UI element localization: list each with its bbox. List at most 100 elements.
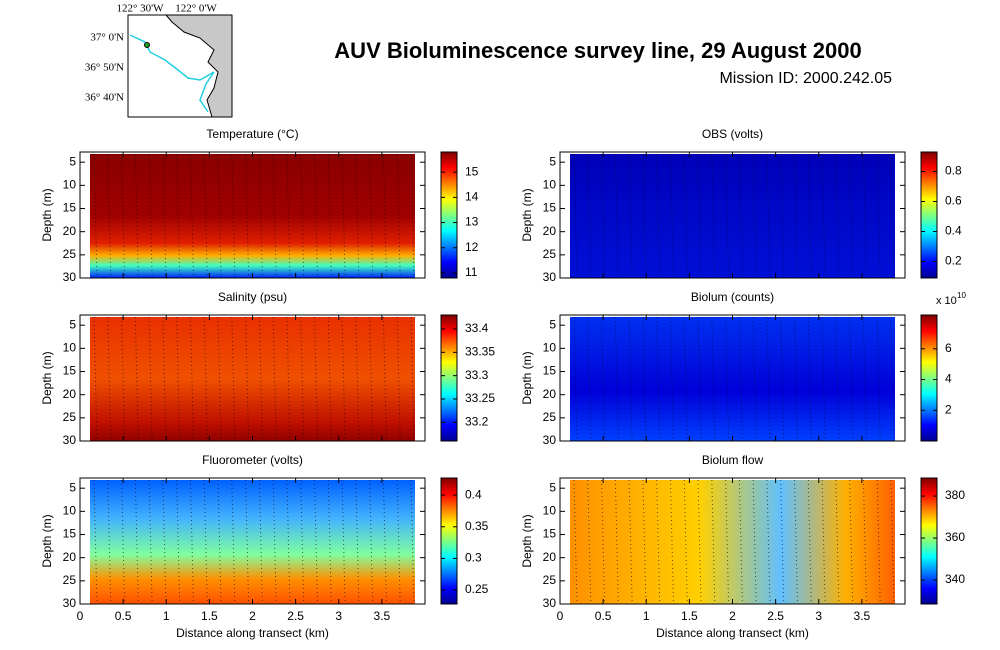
x-tick-label: 3.5 bbox=[374, 609, 391, 623]
x-tick-label: 3 bbox=[815, 609, 822, 623]
sample-track bbox=[683, 316, 688, 442]
panel: Temperature (°C) Depth (m) 5 10 15 20 25 30 11 12… bbox=[40, 127, 479, 284]
panel: Biolum (counts) Depth (m) 5 10 15 20 25 30 2 4 6 x … bbox=[520, 290, 966, 447]
panel-title: OBS (volts) bbox=[702, 127, 763, 141]
sample-track bbox=[711, 316, 716, 442]
sample-track bbox=[369, 153, 374, 279]
sample-track bbox=[341, 479, 346, 605]
y-tick-label: 15 bbox=[63, 527, 77, 541]
sample-track bbox=[314, 316, 319, 442]
heatmap-field bbox=[90, 480, 415, 604]
y-tick-label: 30 bbox=[63, 270, 77, 284]
sample-track bbox=[245, 153, 250, 279]
sample-track bbox=[642, 316, 647, 442]
sample-track bbox=[121, 316, 126, 442]
sample-track bbox=[601, 153, 606, 279]
map-y-tick-label: 36° 50'N bbox=[85, 62, 124, 74]
sample-track bbox=[766, 316, 771, 442]
panel-title: Fluorometer (volts) bbox=[202, 453, 303, 467]
sample-track bbox=[821, 153, 826, 279]
colorbar-tick-label: 0.3 bbox=[465, 551, 482, 565]
sample-track bbox=[876, 153, 881, 279]
x-tick-label: 1.5 bbox=[681, 609, 698, 623]
sample-track bbox=[369, 316, 374, 442]
colorbar bbox=[440, 477, 458, 605]
y-tick-label: 25 bbox=[63, 573, 77, 587]
figure-subtitle: Mission ID: 2000.242.05 bbox=[719, 70, 892, 87]
sample-track bbox=[300, 316, 305, 442]
sample-track bbox=[300, 479, 305, 605]
panel: OBS (volts) Depth (m) 5 10 15 20 25 30 0.2 0.4 0.6… bbox=[520, 127, 962, 284]
sample-track bbox=[835, 316, 840, 442]
sample-track bbox=[121, 153, 126, 279]
sample-track bbox=[656, 153, 661, 279]
sample-track bbox=[876, 479, 881, 605]
colorbar-tick-label: 0.35 bbox=[465, 519, 489, 533]
sample-track bbox=[573, 479, 578, 605]
sample-track bbox=[314, 479, 319, 605]
y-tick-label: 25 bbox=[63, 247, 77, 261]
sample-track bbox=[93, 316, 98, 442]
sample-track bbox=[258, 479, 263, 605]
colorbar-tick-label: 15 bbox=[465, 164, 479, 178]
sample-track bbox=[614, 153, 619, 279]
colorbar bbox=[440, 151, 458, 279]
sample-track bbox=[862, 316, 867, 442]
sample-track bbox=[231, 479, 236, 605]
sample-track bbox=[327, 479, 332, 605]
heatmap-field bbox=[570, 154, 895, 278]
x-tick-label: 1 bbox=[643, 609, 650, 623]
x-tick-label: 2.5 bbox=[287, 609, 304, 623]
sample-track bbox=[107, 316, 112, 442]
y-tick-label: 10 bbox=[543, 504, 557, 518]
panel: Salinity (psu) Depth (m) 5 10 15 20 25 30 33.2 33… bbox=[40, 290, 495, 447]
sample-track bbox=[614, 316, 619, 442]
sample-track bbox=[162, 153, 167, 279]
sample-track bbox=[245, 316, 250, 442]
sample-track bbox=[217, 153, 222, 279]
sample-track bbox=[189, 316, 194, 442]
y-tick-label: 10 bbox=[63, 504, 77, 518]
sample-track bbox=[573, 153, 578, 279]
sample-track bbox=[890, 479, 895, 605]
x-tick-label: 3 bbox=[335, 609, 342, 623]
y-tick-label: 5 bbox=[69, 480, 76, 494]
sample-track bbox=[849, 153, 854, 279]
sample-track bbox=[628, 153, 633, 279]
sample-track bbox=[134, 316, 139, 442]
sample-track bbox=[725, 316, 730, 442]
sample-track bbox=[807, 316, 812, 442]
sample-track bbox=[134, 153, 139, 279]
sample-track bbox=[148, 153, 153, 279]
sample-track bbox=[794, 153, 799, 279]
sample-track bbox=[807, 153, 812, 279]
sample-track bbox=[780, 316, 785, 442]
y-tick-label: 30 bbox=[543, 596, 557, 610]
colorbar-tick-label: 0.25 bbox=[465, 582, 489, 596]
sample-track bbox=[794, 316, 799, 442]
y-tick-label: 25 bbox=[543, 410, 557, 424]
y-tick-label: 10 bbox=[543, 178, 557, 192]
y-axis-label: Depth (m) bbox=[520, 514, 534, 567]
x-tick-label: 2 bbox=[729, 609, 736, 623]
x-axis-label: Distance along transect (km) bbox=[656, 626, 809, 640]
colorbar bbox=[920, 477, 938, 605]
sample-track bbox=[382, 316, 387, 442]
heatmap-field bbox=[90, 317, 415, 441]
y-axis-label: Depth (m) bbox=[520, 351, 534, 404]
sample-track bbox=[341, 316, 346, 442]
x-tick-label: 3.5 bbox=[854, 609, 871, 623]
panel-title: Temperature (°C) bbox=[206, 127, 298, 141]
y-tick-label: 30 bbox=[63, 433, 77, 447]
sample-track bbox=[587, 153, 592, 279]
sample-track bbox=[258, 316, 263, 442]
sample-track bbox=[697, 316, 702, 442]
sample-track bbox=[738, 153, 743, 279]
sample-track bbox=[327, 153, 332, 279]
y-tick-label: 30 bbox=[543, 270, 557, 284]
sample-track bbox=[780, 479, 785, 605]
sample-track bbox=[628, 316, 633, 442]
y-tick-label: 20 bbox=[543, 224, 557, 238]
colorbar-tick-label: 0.2 bbox=[945, 254, 962, 268]
colorbar-tick-label: 0.4 bbox=[465, 487, 482, 501]
